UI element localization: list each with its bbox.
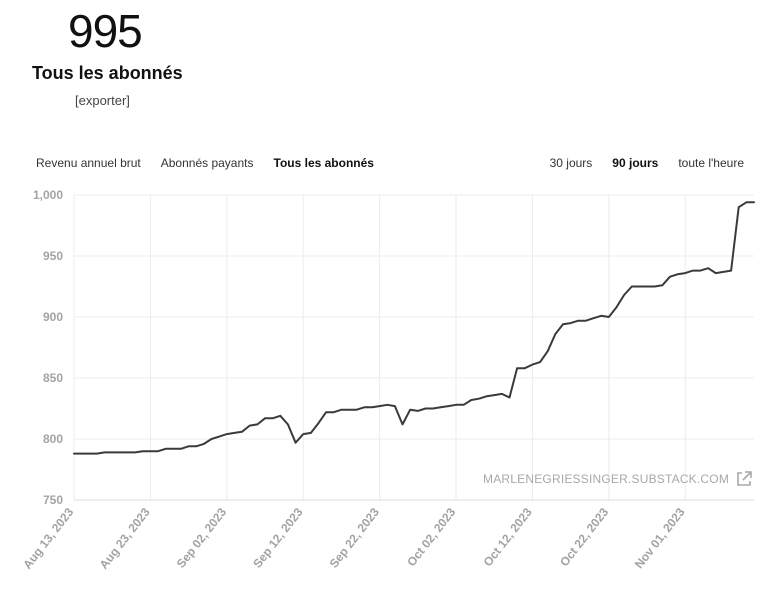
x-tick-label: Aug 13, 2023 xyxy=(20,505,76,572)
subscriber-count: 995 xyxy=(68,5,143,57)
y-tick-label: 900 xyxy=(43,310,63,324)
y-tick-label: 950 xyxy=(43,249,63,263)
series-line xyxy=(73,201,755,455)
y-axis: 750 800 850 900 950 1,000 xyxy=(33,188,63,507)
range-tabs: 30 jours 90 jours toute l'heure xyxy=(550,155,744,171)
x-tick-label: Oct 02, 2023 xyxy=(404,505,458,569)
tab-paid-subscribers[interactable]: Abonnés payants xyxy=(160,156,254,170)
metric-tabs: Revenu annuel brut Abonnés payants Tous … xyxy=(36,155,374,171)
y-tick-label: 850 xyxy=(43,371,63,385)
x-axis: Aug 13, 2023 Aug 23, 2023 Sep 02, 2023 Sep … xyxy=(20,505,688,572)
subscriber-chart: 750 800 850 900 950 1,000 Aug 13, 2023 Aug 23,… xyxy=(20,188,755,572)
external-link-icon xyxy=(737,471,752,486)
chart-grid xyxy=(73,194,754,501)
section-title: Tous les abonnés xyxy=(32,63,183,83)
x-tick-label: Sep 22, 2023 xyxy=(327,505,383,571)
x-tick-label: Nov 01, 2023 xyxy=(632,505,688,571)
substack-watermark[interactable]: MARLENEGRIESSINGER.SUBSTACK.COM xyxy=(483,470,753,488)
watermark-text: MARLENEGRIESSINGER.SUBSTACK.COM xyxy=(483,472,730,486)
x-tick-label: Sep 12, 2023 xyxy=(250,505,306,571)
y-tick-label: 800 xyxy=(43,432,63,446)
tab-all-subscribers[interactable]: Tous les abonnés xyxy=(273,156,374,170)
export-link[interactable]: [exporter] xyxy=(75,93,130,108)
x-tick-label: Oct 22, 2023 xyxy=(557,505,611,569)
range-90-days[interactable]: 90 jours xyxy=(612,156,659,170)
y-tick-label: 1,000 xyxy=(33,188,63,202)
range-all-time[interactable]: toute l'heure xyxy=(678,156,744,170)
chart-line-layer xyxy=(73,201,755,455)
y-tick-label: 750 xyxy=(43,493,63,507)
x-tick-label: Aug 23, 2023 xyxy=(97,505,153,572)
x-tick-label: Sep 02, 2023 xyxy=(174,505,230,571)
range-30-days[interactable]: 30 jours xyxy=(549,156,593,170)
tab-revenue[interactable]: Revenu annuel brut xyxy=(36,156,141,170)
x-tick-label: Oct 12, 2023 xyxy=(481,505,535,569)
